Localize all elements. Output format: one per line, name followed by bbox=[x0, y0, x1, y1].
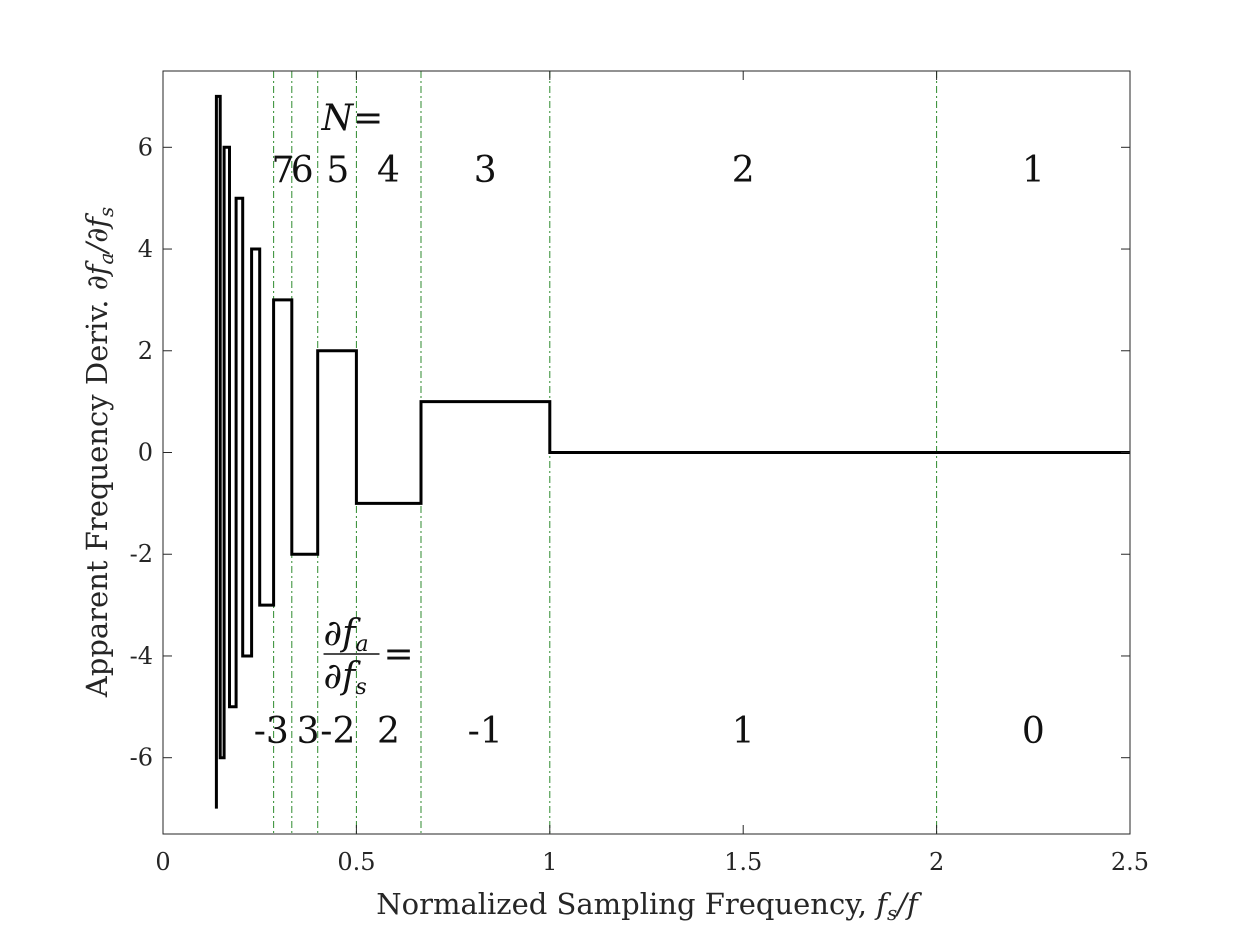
deriv-label: 2 bbox=[377, 711, 400, 752]
x-axis: 0 0.5 1 1.5 2 2.5 bbox=[155, 71, 1149, 876]
n-label: 3 bbox=[474, 150, 497, 191]
n-label: 2 bbox=[732, 150, 755, 191]
y-tick-label: -6 bbox=[130, 744, 153, 772]
y-tick-label: 6 bbox=[138, 133, 153, 161]
x-tick-label: 2 bbox=[929, 848, 944, 876]
x-tick-label: 2.5 bbox=[1111, 848, 1149, 876]
deriv-label: 3 bbox=[297, 711, 320, 752]
x-axis-title: Normalized Sampling Frequency, fs/f bbox=[376, 887, 923, 925]
y-tick-label: -2 bbox=[130, 540, 153, 568]
y-axis-title: Apparent Frequency Deriv. ∂fa/∂fs bbox=[80, 207, 118, 698]
x-tick-label: 0 bbox=[155, 848, 170, 876]
series-layer bbox=[214, 94, 1130, 809]
n-label: 1 bbox=[1022, 150, 1045, 191]
deriv-header-numerator: ∂fa bbox=[324, 613, 369, 657]
y-axis: -6 -4 -2 0 2 4 6 bbox=[130, 133, 1130, 772]
x-tick-label: 1 bbox=[542, 848, 557, 876]
annotations: N=76 5 4 3 2 1∂fa∂fs=-3 3 -2 2 -1 1 0 bbox=[254, 98, 1045, 752]
x-axis-title-text: Normalized Sampling Frequency, bbox=[376, 887, 876, 921]
series-line bbox=[214, 94, 1130, 809]
deriv-label: 1 bbox=[732, 711, 755, 752]
n-header: N= bbox=[321, 98, 384, 139]
deriv-label: -3 bbox=[254, 711, 289, 752]
deriv-label: -1 bbox=[468, 711, 503, 752]
x-tick-label: 0.5 bbox=[337, 848, 375, 876]
deriv-label: 0 bbox=[1022, 711, 1045, 752]
y-tick-label: -4 bbox=[130, 642, 153, 670]
y-tick-label: 2 bbox=[138, 337, 153, 365]
n-label: 7 bbox=[271, 150, 294, 191]
n-label: 6 bbox=[291, 150, 314, 191]
n-label: 4 bbox=[377, 150, 400, 191]
y-tick-label: 0 bbox=[138, 439, 153, 467]
deriv-header-equals: = bbox=[384, 634, 414, 675]
deriv-header-denominator: ∂fs bbox=[324, 656, 367, 700]
x-tick-label: 1.5 bbox=[724, 848, 762, 876]
deriv-label: -2 bbox=[320, 711, 355, 752]
n-label: 5 bbox=[326, 150, 349, 191]
y-tick-label: 4 bbox=[138, 235, 153, 263]
